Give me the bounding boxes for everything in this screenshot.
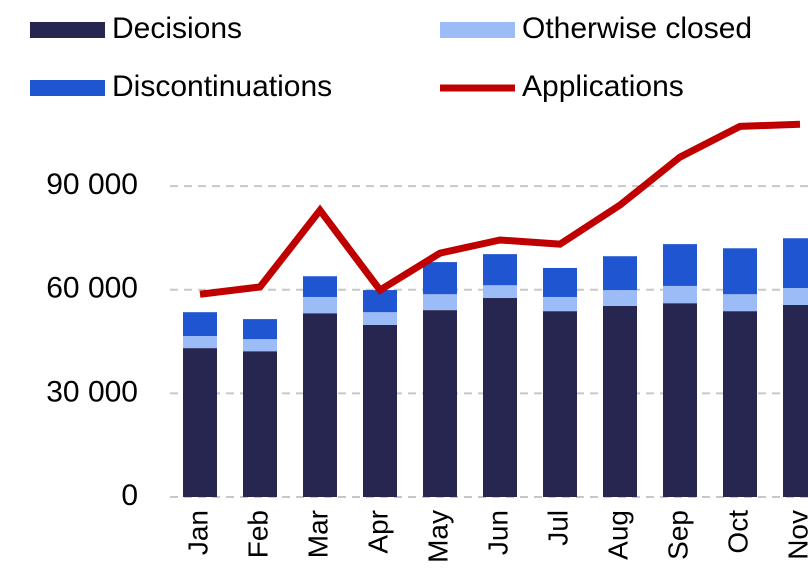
x-tick-label: Jul xyxy=(542,510,573,546)
bar-segment xyxy=(243,351,277,497)
x-tick-label: Aug xyxy=(602,510,633,560)
x-tick-label: May xyxy=(422,510,453,563)
bar-segment xyxy=(363,324,397,497)
bar-segment xyxy=(783,238,808,288)
legend-label: Otherwise closed xyxy=(522,12,752,45)
bar-segment xyxy=(183,348,217,497)
bar-segment xyxy=(183,336,217,349)
bar-segment xyxy=(423,310,457,497)
y-tick-label: 30 000 xyxy=(46,375,138,408)
legend-label: Decisions xyxy=(112,12,242,45)
x-tick-label: Mar xyxy=(302,510,333,558)
x-tick-label: Apr xyxy=(362,510,393,554)
x-tick-label: Sep xyxy=(662,510,693,560)
bar-segment xyxy=(723,311,757,497)
bar-segment xyxy=(663,303,697,497)
x-tick-label: Jan xyxy=(182,510,213,555)
bar-segment xyxy=(723,294,757,312)
bar-segment xyxy=(723,248,757,295)
bar-segment xyxy=(603,256,637,291)
bar-segment xyxy=(543,296,577,312)
y-tick-label: 0 xyxy=(121,479,138,512)
legend-label: Discontinuations xyxy=(112,70,332,103)
bar-segment xyxy=(783,304,808,497)
bar-segment xyxy=(243,339,277,352)
bar-segment xyxy=(543,311,577,497)
bar-segment xyxy=(483,254,517,286)
x-tick-label: Oct xyxy=(722,510,753,554)
bar-segment xyxy=(183,312,217,337)
bar-segment xyxy=(663,285,697,304)
legend-swatch xyxy=(440,22,515,38)
x-tick-label: Nov xyxy=(782,510,808,560)
bar-segment xyxy=(663,244,697,286)
bar-segment xyxy=(603,305,637,497)
bar-segment xyxy=(243,319,277,340)
bar-segment xyxy=(423,294,457,311)
bar-segment xyxy=(303,276,337,297)
bar-segment xyxy=(363,290,397,313)
legend-label: Applications xyxy=(522,70,684,103)
bar-segment xyxy=(483,298,517,497)
bar-segment xyxy=(303,296,337,314)
bar-segment xyxy=(363,312,397,325)
y-tick-label: 60 000 xyxy=(46,272,138,305)
bar-segment xyxy=(303,313,337,497)
bar-segment xyxy=(603,290,637,306)
x-tick-label: Feb xyxy=(242,510,273,558)
x-tick-label: Jun xyxy=(482,510,513,555)
y-tick-label: 90 000 xyxy=(46,168,138,201)
bar-segment xyxy=(423,262,457,295)
bar-segment xyxy=(543,267,577,297)
legend-swatch xyxy=(30,22,105,38)
line xyxy=(199,120,801,298)
legend-swatch xyxy=(30,80,105,96)
bar-segment xyxy=(483,285,517,299)
bar-segment xyxy=(783,288,808,305)
